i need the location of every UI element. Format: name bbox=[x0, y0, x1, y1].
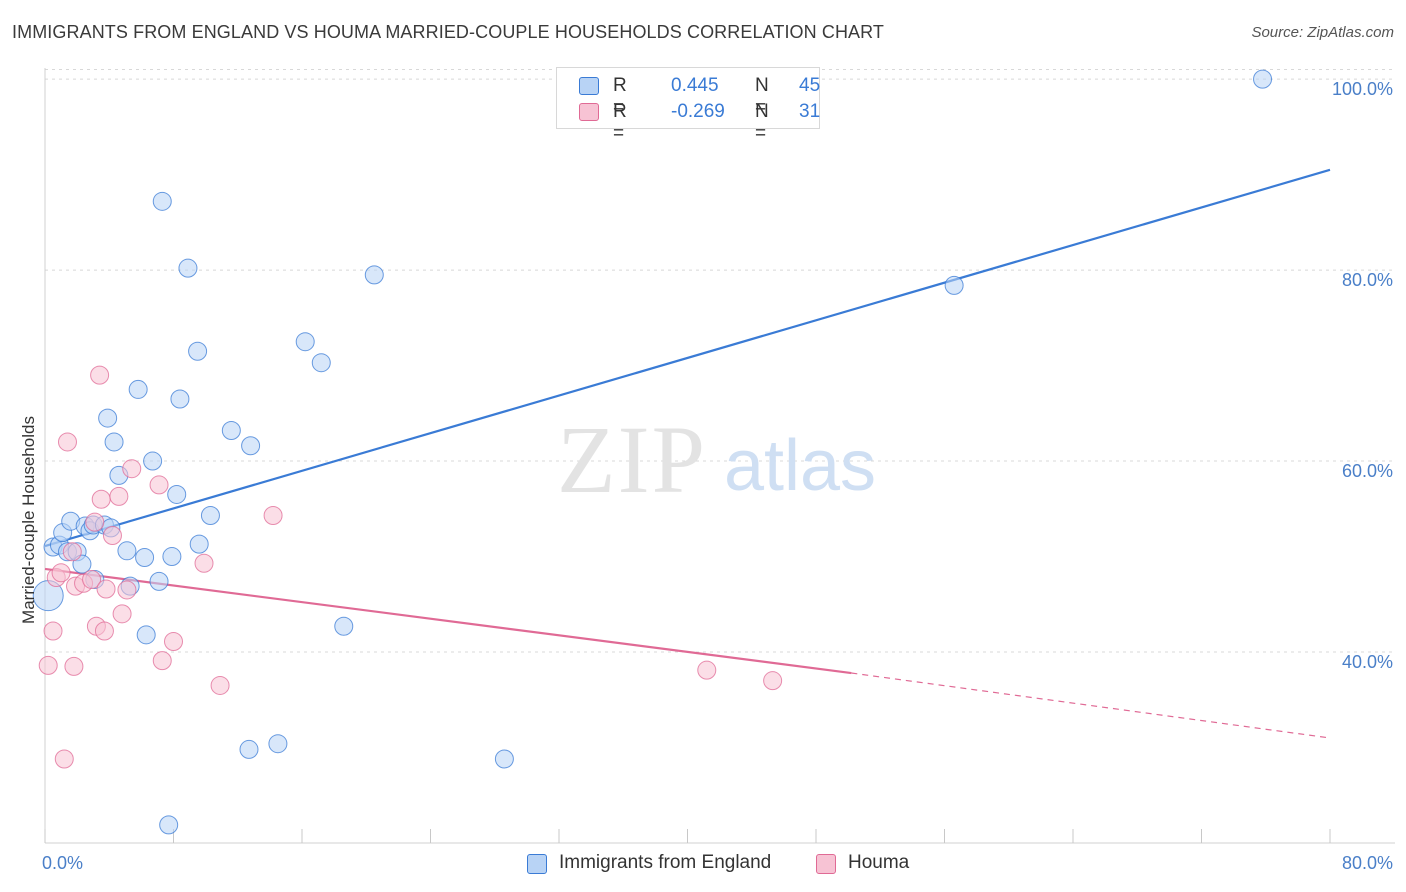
england-data-point bbox=[311, 353, 331, 373]
england-data-point bbox=[221, 420, 241, 440]
legend-swatch-england bbox=[579, 77, 599, 95]
houma-data-point bbox=[38, 655, 58, 675]
england-data-point bbox=[104, 432, 124, 452]
england-data-point bbox=[117, 541, 137, 561]
source-label: Source: ZipAtlas.com bbox=[1251, 24, 1394, 41]
legend-n-value: 31 bbox=[799, 101, 821, 122]
england-data-point bbox=[334, 616, 354, 636]
houma-data-point bbox=[164, 632, 183, 652]
houma-data-point bbox=[43, 621, 63, 641]
houma-data-point bbox=[96, 579, 116, 599]
legend-r-value: -0.269 bbox=[671, 101, 725, 122]
england-data-point bbox=[170, 389, 190, 409]
houma-data-point bbox=[91, 489, 111, 509]
houma-data-point bbox=[122, 459, 142, 479]
grid-lines bbox=[45, 69, 1395, 653]
legend-swatch-england bbox=[527, 854, 547, 874]
axes bbox=[44, 68, 1395, 844]
legend-r-value: 0.445 bbox=[671, 75, 719, 96]
y-tick-label: 60.0% bbox=[1342, 461, 1393, 481]
y-axis-label-wrap: Married-couple Households bbox=[14, 300, 44, 740]
houma-data-point bbox=[149, 475, 169, 495]
england-data-point bbox=[152, 191, 172, 211]
england-trend-line bbox=[44, 168, 1331, 548]
england-data-point bbox=[98, 408, 118, 428]
england-data-point bbox=[167, 484, 187, 504]
england-data-point bbox=[159, 815, 179, 835]
y-tick-label: 40.0% bbox=[1342, 652, 1393, 672]
tick-labels: 40.0% 60.0% 80.0% 100.0% 0.0% 80.0% bbox=[42, 79, 1393, 873]
england-data-point bbox=[143, 451, 163, 471]
houma-data-point bbox=[90, 365, 110, 385]
houma-trend-extension bbox=[851, 672, 1331, 739]
houma-data-point bbox=[102, 526, 122, 546]
houma-data-point bbox=[263, 505, 283, 525]
england-data-point bbox=[178, 258, 198, 278]
houma-data-point bbox=[194, 553, 214, 573]
legend-r-label: R = bbox=[613, 101, 627, 144]
england-data-point bbox=[239, 739, 259, 759]
data-points bbox=[32, 69, 1273, 835]
england-data-point bbox=[128, 379, 148, 399]
england-data-point bbox=[135, 547, 155, 567]
england-data-point bbox=[136, 625, 156, 645]
england-data-point bbox=[188, 341, 208, 361]
watermark-atlas: atlas bbox=[724, 426, 876, 506]
legend-swatch-houma bbox=[816, 854, 836, 874]
legend-label-houma: Houma bbox=[848, 852, 910, 873]
houma-data-point bbox=[117, 580, 137, 600]
england-data-point bbox=[295, 332, 315, 352]
england-data-point bbox=[200, 505, 220, 525]
legend-n-label: N = bbox=[755, 101, 769, 144]
y-axis-label: Married-couple Households bbox=[19, 416, 38, 624]
houma-data-point bbox=[152, 651, 172, 671]
houma-data-point bbox=[210, 675, 230, 695]
legend-n-value: 45 bbox=[799, 75, 821, 96]
england-data-point bbox=[494, 749, 514, 769]
houma-data-point bbox=[763, 671, 783, 691]
legend-swatch-houma bbox=[579, 103, 599, 121]
watermark: ZIP atlas bbox=[557, 406, 876, 513]
houma-data-point bbox=[109, 486, 129, 506]
england-data-point bbox=[364, 265, 384, 285]
houma-data-point bbox=[85, 512, 105, 532]
england-data-point bbox=[149, 571, 169, 591]
series-legend: Immigrants from England Houma bbox=[0, 852, 1406, 878]
houma-data-point bbox=[697, 660, 717, 680]
england-data-point bbox=[162, 547, 182, 567]
houma-data-point bbox=[62, 542, 82, 562]
watermark-zip: ZIP bbox=[557, 406, 707, 513]
england-data-point bbox=[268, 734, 288, 754]
y-tick-label: 100.0% bbox=[1332, 79, 1393, 99]
legend-n-label: N = bbox=[755, 75, 769, 118]
houma-data-point bbox=[51, 563, 71, 583]
correlation-legend: R = 0.445 N = 45 R = -0.269 N = 31 bbox=[556, 67, 821, 144]
england-data-point bbox=[241, 436, 261, 456]
x-tick-label: 80.0% bbox=[1342, 853, 1393, 873]
houma-data-point bbox=[94, 621, 114, 641]
x-tick-label: 0.0% bbox=[42, 853, 83, 873]
houma-trend-line bbox=[44, 567, 852, 675]
legend-label-england: Immigrants from England bbox=[559, 852, 772, 873]
houma-data-point bbox=[112, 604, 132, 624]
england-data-point bbox=[189, 534, 209, 554]
england-data-point bbox=[944, 275, 964, 295]
houma-data-point bbox=[64, 656, 84, 676]
legend-r-label: R = bbox=[613, 75, 627, 118]
y-tick-label: 80.0% bbox=[1342, 270, 1393, 290]
england-data-point bbox=[1253, 69, 1273, 89]
houma-data-point bbox=[57, 432, 77, 452]
houma-data-point bbox=[82, 569, 102, 589]
houma-data-point bbox=[54, 749, 74, 769]
trend-lines bbox=[44, 168, 1331, 739]
chart-title: IMMIGRANTS FROM ENGLAND VS HOUMA MARRIED… bbox=[12, 22, 885, 42]
